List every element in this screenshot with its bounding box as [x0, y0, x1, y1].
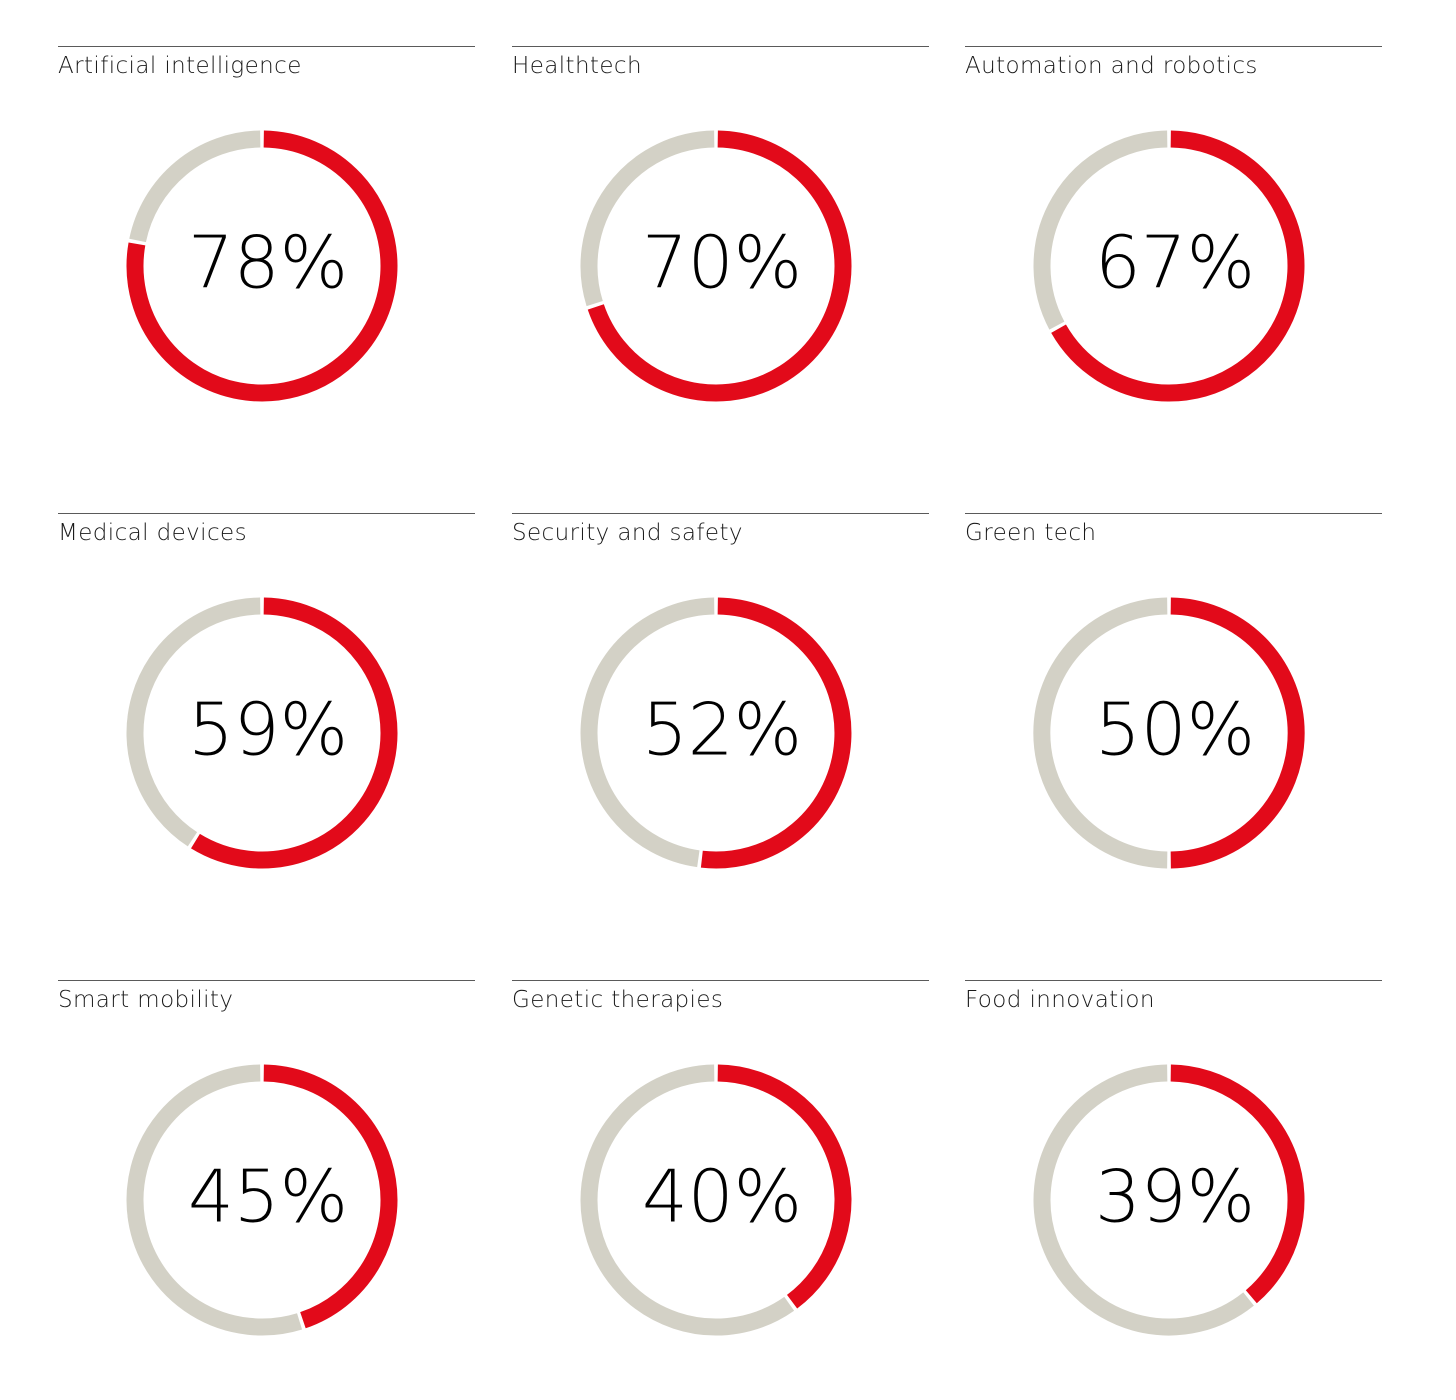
donut-value-label: 39%	[1095, 1155, 1255, 1239]
chart-panel: Medical devices 59%	[58, 513, 475, 933]
panel-divider	[965, 46, 1382, 47]
category-label: Healthtech	[512, 53, 642, 79]
chart-panel: Security and safety 52%	[512, 513, 929, 933]
panel-divider	[512, 513, 929, 514]
donut-value-arc	[191, 597, 398, 869]
panel-divider	[965, 513, 1382, 514]
chart-panel: Artificial intelligence 78%	[58, 46, 475, 466]
donut-value-label: 67%	[1095, 221, 1255, 305]
donut-chart: 45%	[126, 1064, 398, 1336]
category-label: Smart mobility	[58, 987, 234, 1013]
panel-divider	[58, 980, 475, 981]
donut-value-arc	[1051, 130, 1305, 402]
donut-value-arc	[700, 597, 852, 869]
donut-value-label: 50%	[1095, 688, 1255, 772]
donut-remainder-arc	[126, 1064, 303, 1336]
donut-remainder-arc	[126, 597, 261, 847]
panel-divider	[58, 46, 475, 47]
category-label: Security and safety	[512, 520, 743, 546]
donut-remainder-arc	[1033, 597, 1168, 869]
chart-panel: Healthtech 70%	[512, 46, 929, 466]
donut-remainder-arc	[580, 130, 715, 307]
chart-panel: Smart mobility 45%	[58, 980, 475, 1400]
donut-value-arc	[1170, 597, 1305, 869]
donut-value-label: 45%	[188, 1155, 348, 1239]
donut-value-arc	[126, 130, 398, 402]
donut-chart: 78%	[126, 130, 398, 402]
panel-divider	[512, 46, 929, 47]
donut-remainder-arc	[1033, 130, 1168, 330]
donut-chart: 50%	[1033, 597, 1305, 869]
chart-panel: Automation and robotics 67%	[965, 46, 1382, 466]
donut-value-label: 40%	[642, 1155, 802, 1239]
panel-divider	[965, 980, 1382, 981]
category-label: Genetic therapies	[512, 987, 724, 1013]
category-label: Food innovation	[965, 987, 1155, 1013]
donut-chart: 39%	[1033, 1064, 1305, 1336]
category-label: Green tech	[965, 520, 1097, 546]
donut-remainder-arc	[580, 1064, 795, 1336]
donut-value-arc	[717, 1064, 852, 1309]
donut-value-arc	[587, 130, 852, 402]
donut-chart: 70%	[580, 130, 852, 402]
panel-divider	[512, 980, 929, 981]
donut-value-arc	[1170, 1064, 1305, 1304]
donut-value-label: 59%	[188, 688, 348, 772]
donut-chart: 52%	[580, 597, 852, 869]
category-label: Medical devices	[58, 520, 247, 546]
donut-chart: 40%	[580, 1064, 852, 1336]
donut-value-label: 52%	[642, 688, 802, 772]
donut-value-arc	[263, 1064, 398, 1329]
donut-chart: 59%	[126, 597, 398, 869]
chart-panel: Food innovation 39%	[965, 980, 1382, 1400]
chart-panel: Genetic therapies 40%	[512, 980, 929, 1400]
donut-remainder-arc	[580, 597, 715, 868]
donut-value-label: 78%	[188, 221, 348, 305]
donut-value-label: 70%	[642, 221, 802, 305]
chart-panel: Green tech 50%	[965, 513, 1382, 933]
donut-chart: 67%	[1033, 130, 1305, 402]
panel-divider	[58, 513, 475, 514]
donut-remainder-arc	[1033, 1064, 1254, 1336]
donut-remainder-arc	[129, 130, 261, 243]
category-label: Automation and robotics	[965, 53, 1258, 79]
category-label: Artificial intelligence	[58, 53, 302, 79]
